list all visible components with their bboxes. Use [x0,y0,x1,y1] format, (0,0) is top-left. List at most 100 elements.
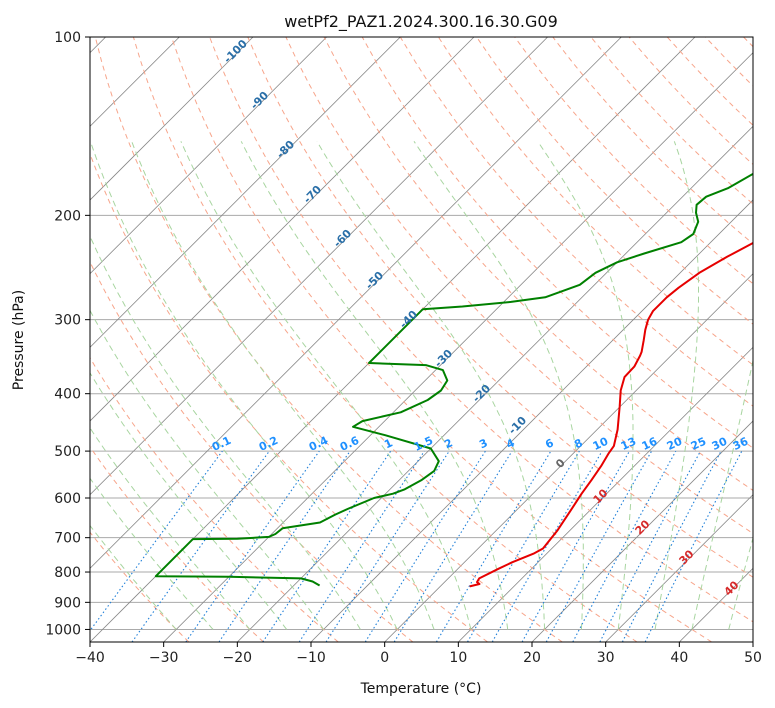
isotherm-line [752,641,753,642]
moist-adiabat-line [180,141,472,630]
dry-adiabat-label: -80 [274,138,297,161]
dry-adiabat-line [90,531,190,642]
dry-adiabat-line [209,37,753,623]
y-tick-label: 900 [54,595,81,611]
dry-adiabat-line [132,37,638,642]
dry-adiabat-line [247,37,753,578]
x-tick-label: −40 [75,650,105,666]
dry-adiabat-label: -50 [363,269,386,292]
dry-adiabat-label: -30 [432,347,455,370]
isotherm-line [384,273,753,642]
y-axis: 100 200 300 400 500 600 700 800 900 1000 [45,30,90,638]
mixing-ratio-line [644,450,743,642]
mixing-ratio-line [599,450,701,642]
y-tick-label: 500 [54,444,81,460]
isotherm-line [90,37,401,348]
mixing-ratio-line [435,450,552,642]
dry-adiabat-label: -10 [506,414,529,437]
moist-adiabat-line [240,141,509,630]
temperature-line [469,241,753,588]
moist-adiabat-line [766,141,775,629]
mixing-ratio-label: 30 [710,435,730,453]
mixing-ratio-line [521,450,630,642]
isotherm-line [90,37,254,201]
y-tick-label: 1000 [45,622,81,638]
x-tick-label: 40 [670,650,688,666]
dry-adiabat-label: -90 [248,89,271,112]
dry-adiabat-label: -20 [470,382,493,405]
isotherm-line [163,52,753,642]
y-tick-label: 300 [54,313,81,329]
moist-adiabat-line [90,371,288,630]
isotherm-line [90,37,327,275]
y-tick-label: 700 [54,531,81,547]
moist-adiabat-line [131,141,435,630]
mixing-ratio-label: 36 [731,435,751,453]
mixing-ratio-line [572,450,677,642]
y-tick-label: 200 [54,208,81,224]
mixing-ratio-label: 2 [442,436,454,451]
moist-adiabat-line [654,141,699,630]
mixing-ratio-label: 10 [591,435,611,453]
dry-adiabat-line [90,356,339,642]
moist-adiabat-line [691,358,753,630]
x-tick-label: 30 [597,650,615,666]
y-axis-title: Pressure (hPa) [11,290,27,390]
x-tick-label: −10 [296,650,326,666]
moist-adiabat-line [413,141,584,630]
isotherm-line [237,125,753,642]
moist-adiabat-line [90,427,251,630]
dry-adiabat-line [90,260,414,642]
isotherm-line [531,420,753,642]
isotherm-line [90,37,622,569]
moist-adiabat-line [90,141,398,630]
dry-adiabat-line [552,37,753,245]
dry-adiabat-line [704,37,753,87]
mixing-ratio-line [545,450,653,642]
dry-adiabat-line [94,37,563,642]
dry-adiabat-line [514,37,753,285]
mixing-ratio-line [325,450,450,642]
sounding-lines [154,172,753,588]
y-tick-label: 100 [54,30,81,46]
mixing-ratio-line [218,450,351,642]
isotherm-line [90,37,475,422]
isotherm-line [679,567,753,642]
moist-adiabat-line [90,477,214,630]
chart-title: wetPf2_PAZ1.2024.300.16.30.G09 [284,12,558,32]
x-tick-label: −20 [223,650,253,666]
moist-adiabat-label: 30 [677,547,697,567]
mixing-ratio-label: 13 [619,435,638,453]
isotherm-line [605,494,753,642]
mixing-ratio-line [393,450,513,642]
isotherm-line [458,346,753,642]
x-tick-label: 50 [744,650,762,666]
moist-adiabat-line [90,524,177,630]
x-axis: −40 −30 −20 −10 0 10 20 30 40 50 [75,642,762,666]
mixing-ratio-line [185,450,320,642]
moist-adiabat-label: 10 [591,486,611,506]
isotherm-line [90,37,548,496]
mixing-ratio-line [131,450,270,642]
plot-frame [89,36,754,643]
dry-adiabat-line [90,152,488,642]
moist-adiabat-line [90,235,361,630]
dry-adiabat-line [361,37,753,449]
mixing-ratio-label: 16 [640,435,660,453]
y-tick-label: 600 [54,491,81,507]
moist-adiabat-line [728,536,753,630]
moist-adiabat-label: 20 [633,517,653,537]
mixing-ratio-line [298,450,425,642]
moist-adiabat-line [316,141,546,630]
dry-adiabat-line [171,37,712,642]
mixing-ratio-label: 3 [477,436,489,451]
dry-adiabat-label: -70 [301,183,324,206]
x-tick-label: −30 [149,650,179,666]
moist-adiabat-line [90,309,324,630]
dry-adiabat-line [437,37,753,366]
x-tick-label: 20 [523,650,541,666]
y-tick-label: 800 [54,565,81,581]
mixing-ratio-label: 6 [543,436,556,451]
background-lines [90,37,775,642]
